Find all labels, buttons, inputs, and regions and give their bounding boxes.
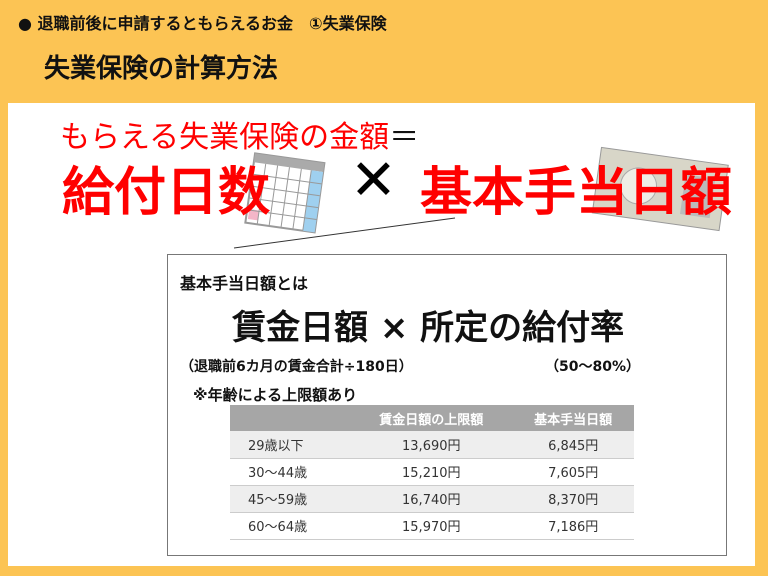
- callout-line: [233, 217, 456, 249]
- benefit-days-term: 給付日数: [62, 163, 271, 223]
- table-row: 30〜44歳 15,210円 7,605円: [230, 458, 634, 486]
- age-cell: 29歳以下: [230, 431, 351, 459]
- multiply-sign: ✕: [350, 148, 397, 213]
- header-wage-limit: 賃金日額の上限額: [350, 405, 513, 431]
- equation-lhs: もらえる失業保険の金額＝: [60, 112, 419, 156]
- age-limit-note: ※年齢による上限額あり: [193, 386, 358, 404]
- table-row: 45〜59歳 16,740円 8,370円: [230, 485, 634, 513]
- allowance-cell: 7,605円: [512, 458, 634, 486]
- table-row: 60〜64歳 15,970円 7,186円: [230, 512, 634, 540]
- allowance-cell: 8,370円: [512, 485, 634, 513]
- rate-note: （50〜80%）: [545, 359, 640, 375]
- basic-allowance-term: 基本手当日額: [420, 163, 733, 223]
- age-cell: 30〜44歳: [230, 458, 351, 486]
- age-cell: 60〜64歳: [230, 512, 351, 540]
- definition-heading: 基本手当日額とは: [180, 274, 309, 293]
- wage-note: （退職前6カ月の賃金合計÷180日）: [180, 359, 413, 375]
- table-row: 29歳以下 13,690円 6,845円: [230, 431, 634, 459]
- table-header: 賃金日額の上限額 基本手当日額: [230, 405, 634, 431]
- banknote-icon: [591, 146, 729, 232]
- slide-subtitle: ● 退職前後に申請するともらえるお金 ①失業保険: [18, 14, 387, 33]
- header-age: [230, 405, 351, 431]
- formula: 賃金日額 × 所定の給付率: [232, 308, 625, 348]
- slide-title: 失業保険の計算方法: [44, 54, 279, 84]
- header-basic-allowance: 基本手当日額: [512, 405, 634, 431]
- wage-cell: 16,740円: [350, 485, 513, 513]
- lhs-text: もらえる失業保険の金額: [60, 120, 390, 155]
- calendar-icon: [244, 152, 326, 234]
- wage-cell: 13,690円: [350, 431, 513, 459]
- allowance-cell: 7,186円: [512, 512, 634, 540]
- wage-cell: 15,210円: [350, 458, 513, 486]
- age-cell: 45〜59歳: [230, 485, 351, 513]
- limit-table: 賃金日額の上限額 基本手当日額 29歳以下 13,690円 6,845円 30〜44…: [230, 405, 634, 540]
- allowance-cell: 6,845円: [512, 431, 634, 459]
- equals-sign: ＝: [389, 120, 420, 155]
- wage-cell: 15,970円: [350, 512, 513, 540]
